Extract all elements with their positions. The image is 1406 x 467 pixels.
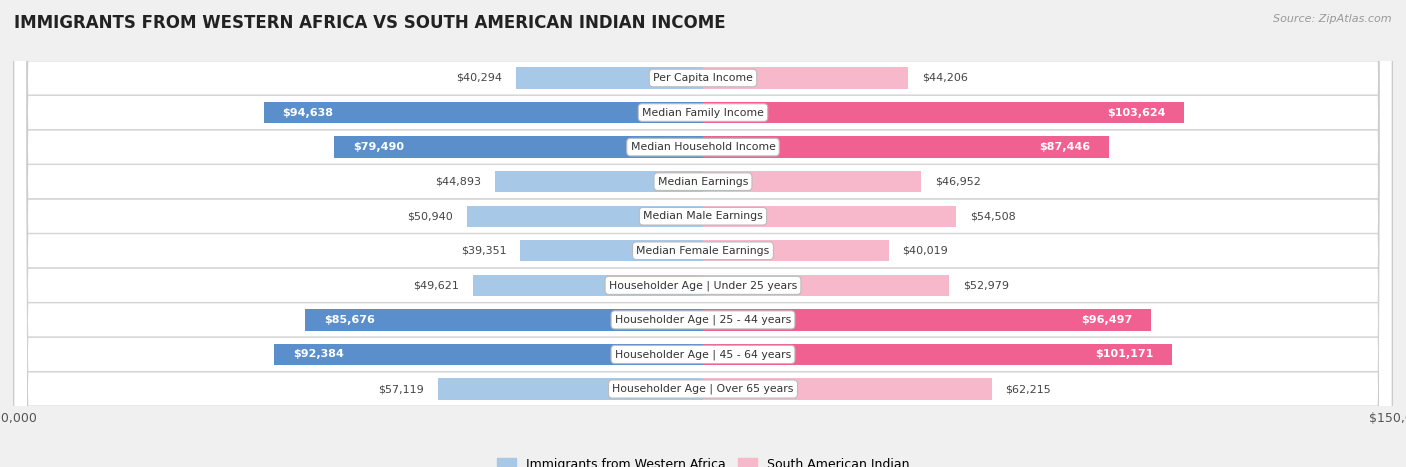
Bar: [703, 240, 889, 262]
FancyBboxPatch shape: [14, 0, 1392, 467]
Bar: [274, 344, 703, 365]
Text: Median Earnings: Median Earnings: [658, 177, 748, 187]
FancyBboxPatch shape: [14, 0, 1392, 467]
Text: $54,508: $54,508: [970, 211, 1015, 221]
Text: $87,446: $87,446: [1039, 142, 1090, 152]
Text: Per Capita Income: Per Capita Income: [652, 73, 754, 83]
Bar: [495, 171, 703, 192]
FancyBboxPatch shape: [14, 0, 1392, 467]
Bar: [703, 171, 921, 192]
Text: Householder Age | Under 25 years: Householder Age | Under 25 years: [609, 280, 797, 290]
Bar: [703, 275, 949, 296]
Text: Householder Age | 25 - 44 years: Householder Age | 25 - 44 years: [614, 315, 792, 325]
Bar: [703, 309, 1150, 331]
Text: Source: ZipAtlas.com: Source: ZipAtlas.com: [1274, 14, 1392, 24]
Bar: [335, 136, 703, 158]
Text: Median Family Income: Median Family Income: [643, 107, 763, 118]
Bar: [467, 205, 703, 227]
Bar: [520, 240, 703, 262]
Text: $52,979: $52,979: [963, 280, 1008, 290]
Bar: [703, 67, 908, 89]
Text: $44,206: $44,206: [922, 73, 967, 83]
Text: $44,893: $44,893: [434, 177, 481, 187]
Text: $49,621: $49,621: [413, 280, 458, 290]
Text: Median Male Earnings: Median Male Earnings: [643, 211, 763, 221]
Text: Median Female Earnings: Median Female Earnings: [637, 246, 769, 256]
Text: $96,497: $96,497: [1081, 315, 1132, 325]
Text: $101,171: $101,171: [1095, 349, 1154, 360]
FancyBboxPatch shape: [14, 0, 1392, 467]
Text: Householder Age | Over 65 years: Householder Age | Over 65 years: [612, 384, 794, 394]
FancyBboxPatch shape: [14, 0, 1392, 467]
Legend: Immigrants from Western Africa, South American Indian: Immigrants from Western Africa, South Am…: [492, 453, 914, 467]
Text: $50,940: $50,940: [406, 211, 453, 221]
Text: $79,490: $79,490: [353, 142, 404, 152]
Bar: [703, 136, 1109, 158]
Text: $57,119: $57,119: [378, 384, 425, 394]
Text: $46,952: $46,952: [935, 177, 980, 187]
Bar: [703, 344, 1173, 365]
FancyBboxPatch shape: [14, 0, 1392, 467]
Bar: [305, 309, 703, 331]
Text: $92,384: $92,384: [292, 349, 344, 360]
Text: IMMIGRANTS FROM WESTERN AFRICA VS SOUTH AMERICAN INDIAN INCOME: IMMIGRANTS FROM WESTERN AFRICA VS SOUTH …: [14, 14, 725, 32]
Text: $40,294: $40,294: [456, 73, 502, 83]
Text: $40,019: $40,019: [903, 246, 949, 256]
Bar: [703, 205, 956, 227]
Text: $62,215: $62,215: [1005, 384, 1052, 394]
Bar: [439, 378, 703, 400]
Text: $94,638: $94,638: [283, 107, 333, 118]
Text: $85,676: $85,676: [323, 315, 375, 325]
Text: $39,351: $39,351: [461, 246, 506, 256]
Bar: [516, 67, 703, 89]
FancyBboxPatch shape: [14, 0, 1392, 467]
Text: Householder Age | 45 - 64 years: Householder Age | 45 - 64 years: [614, 349, 792, 360]
FancyBboxPatch shape: [14, 0, 1392, 467]
Bar: [264, 102, 703, 123]
FancyBboxPatch shape: [14, 0, 1392, 467]
Text: Median Household Income: Median Household Income: [630, 142, 776, 152]
Bar: [703, 102, 1184, 123]
Text: $103,624: $103,624: [1107, 107, 1166, 118]
FancyBboxPatch shape: [14, 0, 1392, 467]
Bar: [703, 378, 991, 400]
Bar: [472, 275, 703, 296]
